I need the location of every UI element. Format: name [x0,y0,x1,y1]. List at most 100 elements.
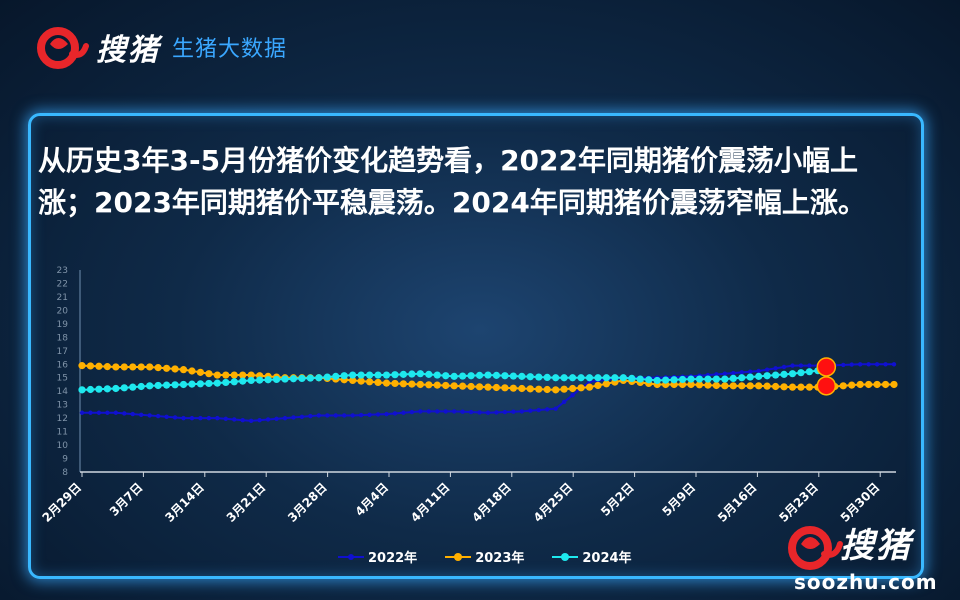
x-tick-label: 5月9日 [659,480,698,519]
series-point-2024年 [721,375,729,383]
legend-label-2022: 2022年 [368,551,418,566]
y-tick-label: 18 [57,333,69,343]
series-point-2022年 [739,370,744,375]
series-point-2022年 [198,415,203,421]
x-tick-label: 4月4日 [352,480,391,519]
series-point-2022年 [265,417,271,422]
series-point-2022年 [891,362,897,367]
series-point-2023年 [678,380,687,389]
series-point-2024年 [399,370,408,378]
series-point-2023年 [120,363,128,371]
series-point-2022年 [333,413,338,418]
series-point-2022年 [401,410,406,415]
series-point-2023年 [467,382,475,391]
series-point-2024年 [628,374,636,383]
series-point-2022年 [139,412,144,417]
series-point-2022年 [435,409,440,414]
series-point-2023年 [425,381,433,389]
series-point-2024年 [78,386,86,394]
series-point-2024年 [501,372,509,380]
series-point-2022年 [443,409,448,414]
series-point-2022年 [206,415,212,421]
series-point-2023年 [805,383,814,391]
series-point-2024年 [746,373,754,381]
headline-text: 从历史3年3-5月份猪价变化趋势看，2022年同期猪价震荡小幅上涨；2023年同… [38,144,866,219]
y-tick-label: 15 [57,374,68,384]
series-point-2022年 [215,415,220,421]
series-point-2024年 [365,371,374,379]
x-tick-label: 5月16日 [715,480,760,525]
y-tick-label: 16 [57,360,69,370]
series-point-2024年 [272,375,281,384]
series-point-2024年 [256,376,264,384]
series-point-2023年 [459,382,467,390]
series-point-2022年 [164,414,169,419]
series-point-2024年 [763,372,771,380]
series-point-2024年 [594,374,602,382]
series-point-2024年 [636,375,644,383]
series-point-2022年 [316,413,322,418]
series-point-2024年 [509,372,517,380]
x-tick-label: 4月25日 [531,480,576,525]
y-tick-label: 21 [57,293,68,303]
series-point-2024年 [349,371,357,379]
series-point-2022年 [88,410,93,415]
series-point-2023年 [357,377,365,385]
y-tick-label: 14 [57,387,69,397]
series-point-2022年 [155,413,161,419]
y-tick-label: 20 [57,306,69,316]
series-point-2022年 [342,413,347,418]
series-point-2022年 [105,410,110,415]
series-point-2024年 [577,374,585,382]
x-tick-label: 3月7日 [107,480,146,519]
series-point-2023年 [738,382,746,390]
series-point-2022年 [358,412,364,418]
series-point-2024年 [264,376,272,384]
series-point-2022年 [223,416,228,422]
series-point-2023年 [103,363,111,371]
series-point-2022年 [528,408,533,413]
series-point-2024年 [678,375,687,384]
series-point-2022年 [849,362,854,367]
series-point-2023年 [349,376,357,385]
series-point-2023年 [552,386,560,394]
series-point-2024年 [645,376,653,384]
series-point-2024年 [120,384,128,392]
series-point-2024年 [755,372,763,380]
series-point-2024年 [797,369,805,377]
series-point-2024年 [771,371,780,379]
y-tick-label: 11 [57,428,68,438]
series-point-2022年 [257,417,262,423]
legend-item-2023: 2023年 [445,547,524,566]
series-point-2022年 [375,412,381,417]
series-point-2022年 [122,411,127,416]
series-point-2024年 [442,372,450,380]
series-point-2023年 [442,381,450,390]
series-point-2022年 [773,366,778,371]
series-point-2024年 [374,371,382,379]
series-point-2022年 [426,409,431,414]
series-point-2023年 [365,378,374,386]
series-point-2022年 [545,407,550,412]
series-point-2023年 [788,383,797,391]
series-point-2023年 [568,384,577,393]
series-point-2023年 [865,380,873,389]
content-panel [28,113,924,579]
series-point-2022年 [722,371,728,376]
series-point-2023年 [129,363,137,371]
series-point-2022年 [883,362,888,367]
series-point-2024年 [323,373,331,381]
series-point-2022年 [384,411,389,417]
highlight-marker [816,376,837,396]
series-point-2024年 [670,376,678,384]
series-point-2023年 [484,383,492,391]
brand-name: 搜猪 [96,33,160,68]
series-point-2024年 [137,382,145,391]
series-point-2024年 [543,373,551,381]
series-point-2024年 [518,372,526,380]
series-point-2023年 [78,362,86,370]
series-point-2024年 [196,380,205,388]
x-tick-label: 4月11日 [408,480,453,525]
watermark-domain: soozhu.com [794,570,938,594]
series-point-2022年 [748,369,753,374]
